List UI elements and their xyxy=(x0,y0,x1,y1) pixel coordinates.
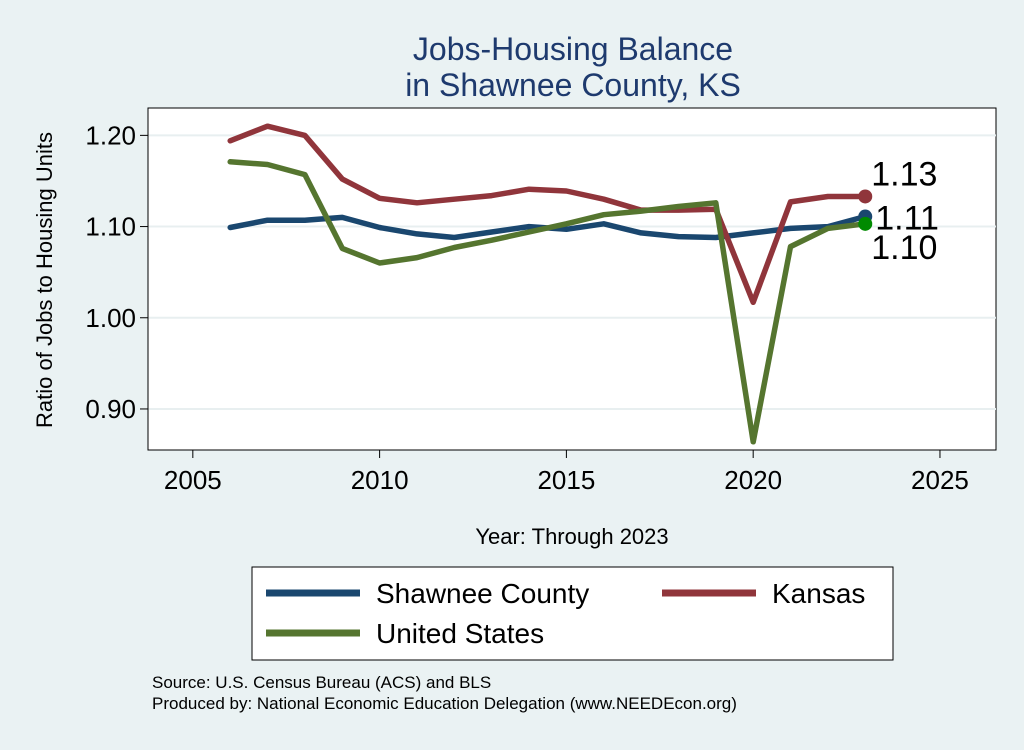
y-axis-label: Ratio of Jobs to Housing Units xyxy=(32,132,57,428)
series-line-kansas xyxy=(227,123,869,306)
producer-note: Produced by: National Economic Education… xyxy=(152,694,737,713)
x-tick-label: 2010 xyxy=(351,465,409,495)
y-tick-label: 0.90 xyxy=(85,394,136,424)
chart-title-line-1: Jobs-Housing Balance xyxy=(413,31,733,67)
legend-label-united-states: United States xyxy=(376,618,544,649)
source-note: Source: U.S. Census Bureau (ACS) and BLS xyxy=(152,673,491,692)
end-label-kansas: 1.13 xyxy=(871,155,937,193)
y-tick-label: 1.10 xyxy=(85,212,136,242)
x-axis-label: Year: Through 2023 xyxy=(475,524,668,549)
end-label-shawnee-county: 1.11 xyxy=(875,200,939,238)
end-label-united-states: 1.10 xyxy=(871,229,937,267)
end-labels: 1.11 1.13 1.10 xyxy=(871,155,939,266)
x-tick-label: 2025 xyxy=(911,465,969,495)
x-tick-label: 2005 xyxy=(164,465,222,495)
end-markers xyxy=(858,189,873,231)
chart-title-line-2: in Shawnee County, KS xyxy=(405,67,741,103)
y-tick-label: 1.20 xyxy=(85,120,136,150)
end-marker-kansas xyxy=(858,189,873,204)
x-tick-label: 2015 xyxy=(537,465,595,495)
series-line-united-states xyxy=(227,159,869,445)
legend-label-shawnee-county: Shawnee County xyxy=(376,578,589,609)
legend-label-kansas: Kansas xyxy=(772,578,865,609)
end-marker-united-states xyxy=(858,216,873,231)
x-tick-label: 2020 xyxy=(724,465,782,495)
legend-box xyxy=(251,566,894,661)
x-axis: 2005 2010 2015 2020 2025 xyxy=(148,449,996,495)
series-layer xyxy=(227,123,869,445)
y-axis: 0.90 1.00 1.10 1.20 xyxy=(85,108,149,450)
y-tick-label: 1.00 xyxy=(85,303,136,333)
plot-area xyxy=(147,107,997,451)
